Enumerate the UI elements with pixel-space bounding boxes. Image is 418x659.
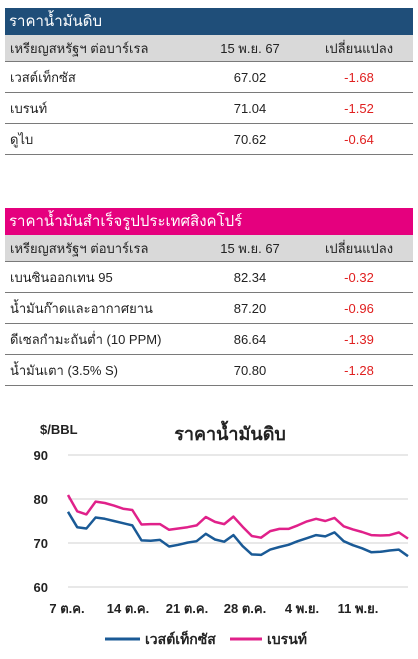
refined-oil-table-title: ราคาน้ำมันสำเร็จรูปประเทศสิงคโปร์ [5,208,413,235]
x-tick-label: 21 ต.ค. [166,601,208,616]
oil-price: 86.64 [233,332,267,347]
crude-oil-table-title: ราคาน้ำมันดิบ [5,8,413,35]
table-row: เวสต์เท็กซัส 67.02 -1.68 [5,62,413,93]
oil-price: 82.34 [233,270,267,285]
oil-name: เบรนท์ [10,101,48,116]
oil-change: -0.32 [344,270,374,285]
table-row: เบรนท์ 71.04 -1.52 [5,93,413,124]
oil-name: น้ำมันก๊าดและอากาศยาน [10,301,153,316]
series-lines [66,494,409,558]
oil-change: -0.96 [344,301,374,316]
x-tick-label: 14 ต.ค. [107,601,149,616]
table-row: น้ำมันก๊าดและอากาศยาน 87.20 -0.96 [5,293,413,324]
oil-change: -1.52 [344,101,374,116]
oil-change: -1.28 [344,363,374,378]
oil-change: -0.64 [344,132,374,147]
x-tick-label: 11 พ.ย. [338,601,379,616]
y-tick-label: 80 [34,492,48,507]
series-line-wti [66,511,409,558]
oil-price: 70.80 [233,363,267,378]
table-row: น้ำมันเตา (3.5% S) 70.80 -1.28 [5,355,413,386]
refined-oil-table-header: เหรียญสหรัฐฯ ต่อบาร์เรล 15 พ.ย. 67 เปลี่… [5,235,413,262]
x-tick-label: 28 ต.ค. [224,601,266,616]
x-tick-labels: 7 ต.ค. 14 ต.ค. 21 ต.ค. 28 ต.ค. 4 พ.ย. 11 พ.ย. [49,601,378,616]
y-axis-label: $/BBL [40,422,78,437]
column-header-date: 15 พ.ย. 67 [220,41,280,56]
crude-oil-table-header: เหรียญสหรัฐฯ ต่อบาร์เรล 15 พ.ย. 67 เปลี่… [5,35,413,62]
y-tick-label: 90 [34,448,48,463]
table-row: ดีเซลกำมะถันต่ำ (10 PPM) 86.64 -1.39 [5,324,413,355]
legend-label-brent: เบรนท์ [267,631,307,647]
legend-label-wti: เวสต์เท็กซัส [145,630,216,647]
legend: เวสต์เท็กซัส เบรนท์ [105,630,307,647]
oil-price: 87.20 [233,301,267,316]
oil-name: เบนซินออกเทน 95 [10,270,113,285]
oil-name: ดูไบ [10,132,34,147]
oil-price: 70.62 [233,132,267,147]
crude-oil-price-chart: $/BBL ราคาน้ำมันดิบ 60 70 80 90 7 ต.ค. 14 ต.… [34,420,409,647]
refined-oil-table: ราคาน้ำมันสำเร็จรูปประเทศสิงคโปร์ เหรียญ… [5,208,413,386]
oil-name: น้ำมันเตา (3.5% S) [10,363,119,378]
x-tick-label: 4 พ.ย. [285,601,319,616]
oil-price: 71.04 [233,101,267,116]
oil-name: ดีเซลกำมะถันต่ำ (10 PPM) [10,332,162,347]
gridlines [68,454,408,588]
oil-name: เวสต์เท็กซัส [10,70,76,85]
series-line-brent [66,494,409,540]
column-header-change: เปลี่ยนแปลง [324,41,394,56]
y-tick-label: 70 [34,536,48,551]
chart-title: ราคาน้ำมันดิบ [174,420,286,444]
table-row: เบนซินออกเทน 95 82.34 -0.32 [5,262,413,293]
column-header-date: 15 พ.ย. 67 [220,241,280,256]
y-tick-labels: 60 70 80 90 [34,448,48,595]
y-tick-label: 60 [34,580,48,595]
oil-change: -1.68 [344,70,374,85]
column-header-change: เปลี่ยนแปลง [324,241,394,256]
crude-oil-table: ราคาน้ำมันดิบ เหรียญสหรัฐฯ ต่อบาร์เรล 15… [5,8,413,155]
column-header-unit: เหรียญสหรัฐฯ ต่อบาร์เรล [10,241,149,256]
column-header-unit: เหรียญสหรัฐฯ ต่อบาร์เรล [10,41,149,56]
table-row: ดูไบ 70.62 -0.64 [5,124,413,155]
x-tick-label: 7 ต.ค. [49,601,84,616]
oil-price: 67.02 [233,70,267,85]
oil-change: -1.39 [344,332,374,347]
